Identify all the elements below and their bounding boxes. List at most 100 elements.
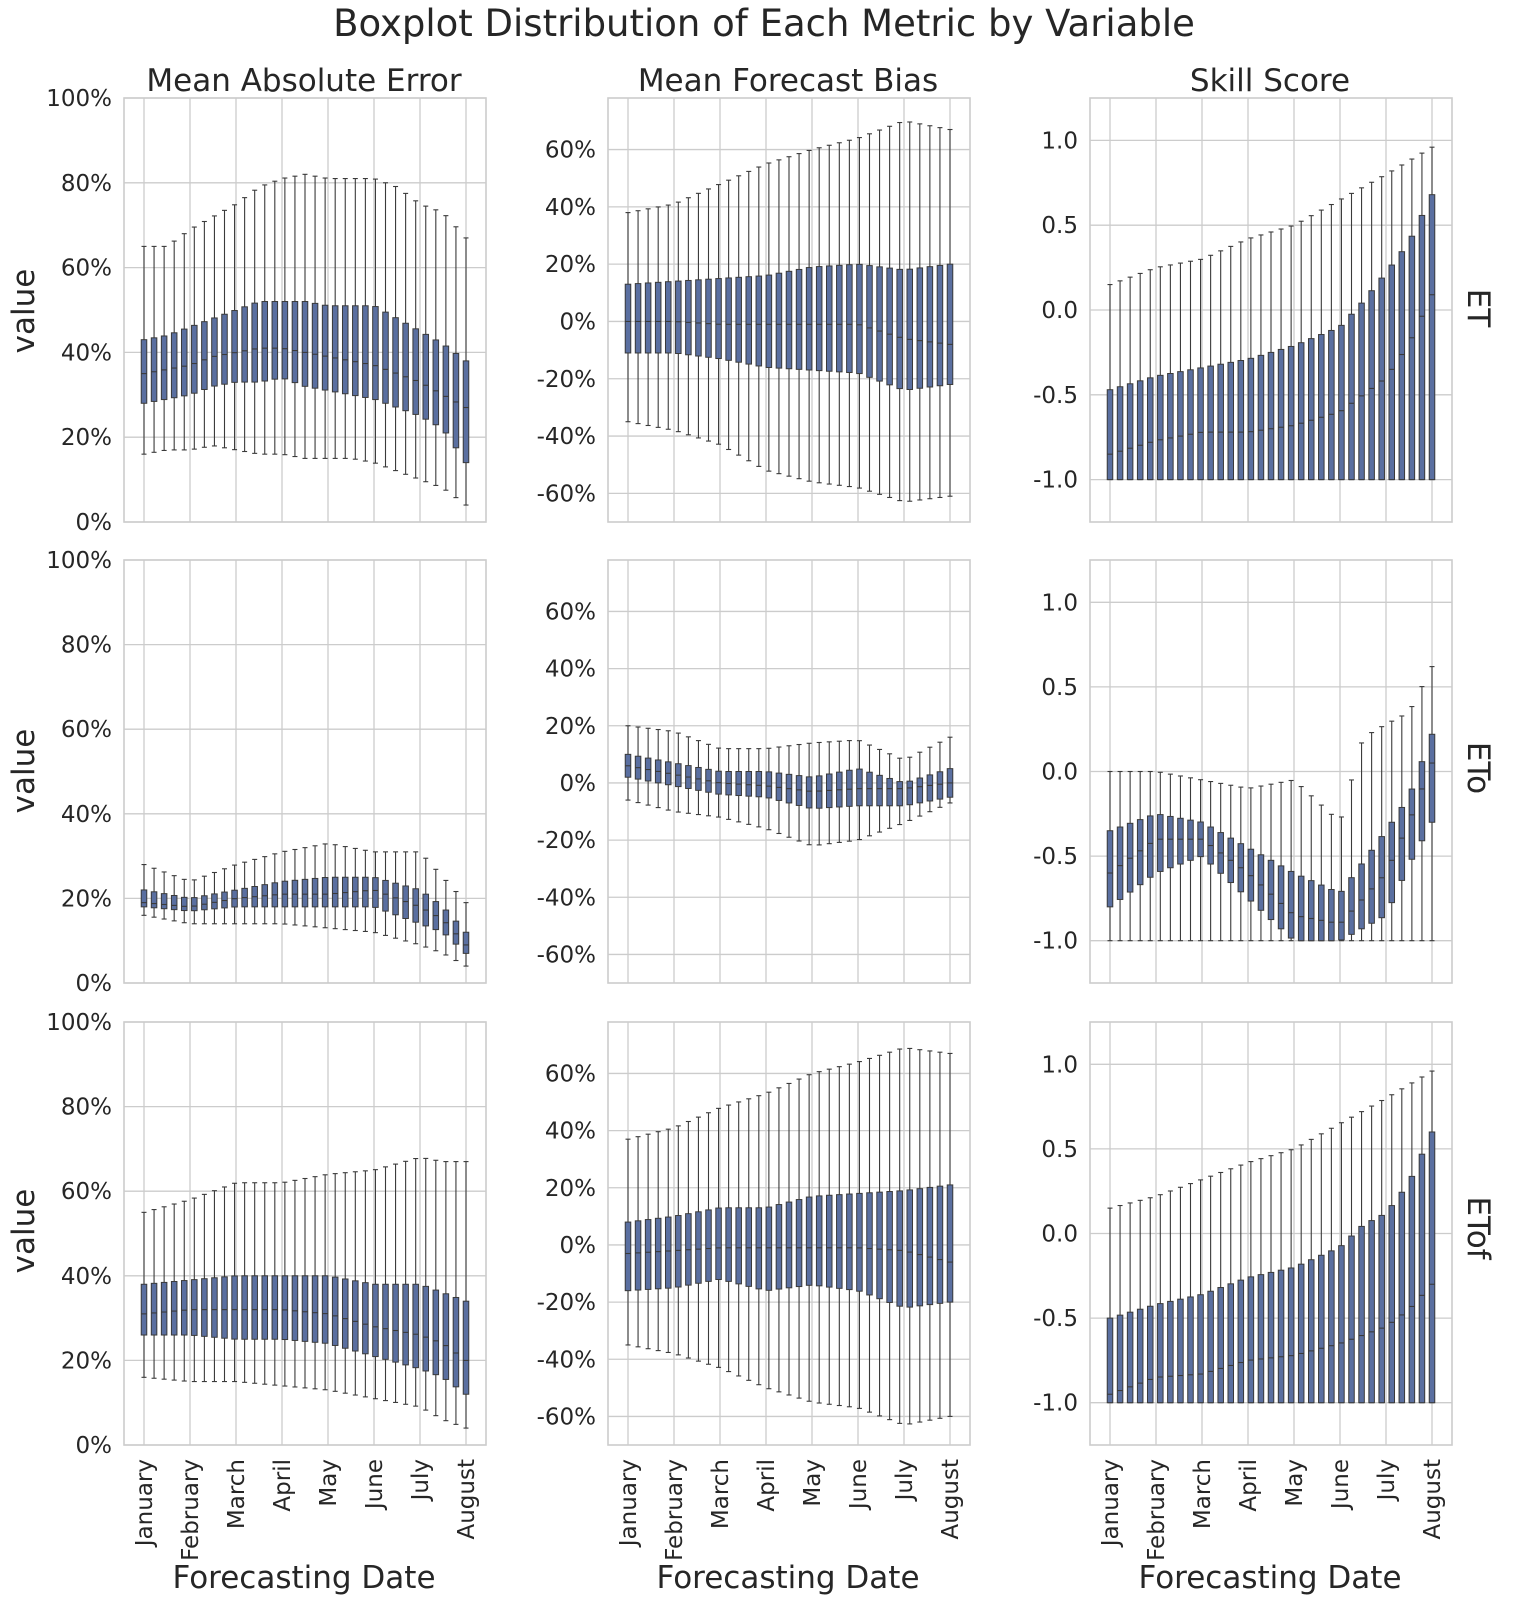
y-tick-label: 60%: [61, 256, 112, 282]
box: [271, 301, 279, 380]
box: [140, 1283, 148, 1336]
box: [695, 279, 702, 357]
y-tick-label: 0%: [560, 309, 597, 335]
panel-frame: [1089, 1021, 1453, 1446]
y-tick-label: 0%: [76, 971, 113, 997]
box: [251, 1275, 258, 1340]
box: [896, 781, 903, 807]
box: [1287, 870, 1295, 939]
box: [624, 1221, 632, 1292]
box: [150, 891, 158, 909]
x-tick-label: June: [1328, 1459, 1354, 1511]
box: [301, 1275, 309, 1342]
box: [1257, 1274, 1265, 1404]
box: [1136, 1308, 1144, 1404]
y-tick-label: -0.5: [1033, 1306, 1078, 1332]
x-tick-label: July: [892, 1459, 918, 1502]
box: [301, 301, 309, 387]
y-tick-label: 20%: [61, 1348, 112, 1374]
box: [362, 305, 369, 398]
box: [795, 1199, 803, 1288]
box: [1167, 372, 1174, 481]
box: [1167, 1300, 1174, 1404]
box: [1217, 1287, 1224, 1404]
box: [735, 1207, 742, 1285]
box: [352, 305, 359, 397]
box: [321, 877, 329, 908]
box: [452, 352, 460, 449]
box: [634, 283, 642, 354]
box: [1197, 367, 1204, 481]
box: [372, 1283, 379, 1358]
box: [946, 263, 954, 385]
box: [1136, 380, 1144, 481]
box: [926, 774, 934, 802]
x-tick-label: January: [1098, 1459, 1124, 1548]
y-tick-label: 100%: [46, 1010, 112, 1036]
box: [1177, 1298, 1184, 1404]
box: [1388, 821, 1396, 904]
box: [191, 324, 198, 394]
box: [745, 276, 753, 365]
row-label-et: ET: [1460, 289, 1496, 329]
box: [1257, 854, 1265, 911]
box: [1277, 348, 1285, 481]
box: [382, 311, 389, 404]
y-tick-label: 1.0: [1041, 1052, 1078, 1078]
column-title-mae: Mean Absolute Error: [146, 63, 461, 99]
box: [211, 317, 218, 387]
box: [1267, 859, 1275, 921]
panel-2-1: 0% 20% 40% 60% 80% 100%: [46, 548, 487, 997]
y-tick-label: 20%: [545, 252, 596, 278]
figure-title: Boxplot Distribution of Each Metric by V…: [333, 2, 1195, 45]
box: [462, 1300, 470, 1395]
box: [1398, 806, 1406, 881]
box: [1398, 1191, 1406, 1404]
box: [1267, 1271, 1275, 1404]
box: [432, 339, 440, 426]
box: [1418, 1153, 1426, 1404]
box: [896, 268, 903, 390]
box: [936, 264, 944, 387]
box: [1247, 1276, 1255, 1404]
box: [664, 281, 672, 354]
box: [1106, 1317, 1114, 1404]
x-tick-label: April: [1236, 1459, 1262, 1512]
box: [705, 1209, 712, 1282]
box: [301, 878, 309, 908]
x-tick-label: August: [1420, 1459, 1446, 1540]
box: [1338, 1245, 1345, 1404]
box: [1257, 354, 1265, 481]
y-tick-label: 40%: [545, 657, 596, 683]
box: [462, 931, 470, 954]
box: [1348, 1235, 1355, 1404]
box: [1428, 733, 1436, 823]
box: [1398, 251, 1406, 481]
box: [725, 277, 732, 361]
box: [936, 771, 944, 800]
x-tick-label: February: [662, 1459, 688, 1561]
box: [1368, 1220, 1375, 1404]
box: [241, 306, 248, 383]
y-tick-label: 0.0: [1041, 298, 1078, 324]
y-tick-label: 0%: [560, 1233, 597, 1259]
y-tick-label: 40%: [61, 802, 112, 828]
box: [291, 879, 299, 908]
box: [1237, 1279, 1245, 1404]
y-tick-label: -1.0: [1033, 929, 1078, 955]
box: [331, 1276, 339, 1346]
column-title-skill: Skill Score: [1190, 63, 1350, 99]
y-tick-label: 80%: [61, 633, 112, 659]
y-tick-label: 100%: [46, 86, 112, 112]
box: [1348, 877, 1355, 935]
y-tick-label: -1.0: [1033, 468, 1078, 494]
y-tick-label: 20%: [61, 425, 112, 451]
box: [775, 1204, 783, 1290]
box: [261, 301, 269, 382]
box: [160, 1281, 168, 1336]
box: [201, 1278, 208, 1337]
box: [1277, 865, 1285, 930]
y-tick-label: 1.0: [1041, 590, 1078, 616]
box: [675, 1215, 682, 1288]
